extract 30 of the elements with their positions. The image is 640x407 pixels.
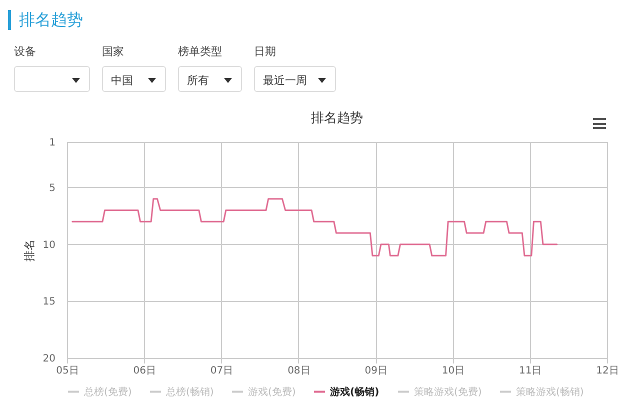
text: 榜单类型 — [178, 44, 223, 59]
y-tick-label: 5 — [49, 182, 56, 194]
text: 国家 — [102, 44, 125, 59]
dropdown-field: 最近一周 — [254, 66, 336, 92]
y-tick-label: 15 — [42, 296, 56, 308]
text: 日期 — [254, 44, 277, 59]
y-tick-label: 20 — [42, 354, 56, 364]
line-series — [72, 198, 558, 256]
x-tick-label: 07日 — [210, 366, 234, 376]
text: 排名趋势 — [8, 10, 83, 30]
y-axis-title: 排名 — [22, 240, 36, 262]
x-tick-label: 11日 — [518, 366, 542, 376]
x-tick-label: 05日 — [56, 366, 79, 376]
legend-label: 游戏(免费) — [248, 386, 296, 398]
legend-label: 游戏(畅销) — [329, 386, 380, 398]
x-tick-label: 08日 — [288, 366, 310, 376]
dropdown-field: 所有 — [178, 66, 242, 92]
y-tick-label: 10 — [42, 240, 56, 251]
text: 设备 — [14, 44, 37, 59]
legend-label: 总榜(免费) — [83, 386, 132, 398]
y-tick-label: 1 — [49, 138, 56, 148]
x-tick-label: 12日 — [596, 366, 619, 376]
dropdown-field: 中国 — [102, 66, 166, 92]
chart-title: 排名趋势 — [311, 111, 363, 126]
x-tick-label: 10日 — [442, 366, 465, 376]
x-tick-label: 09日 — [364, 366, 388, 376]
legend-label: 策略游戏(畅销) — [516, 386, 584, 398]
legend-label: 总榜(畅销) — [165, 386, 214, 398]
legend-label: 策略游戏(免费) — [414, 386, 482, 398]
x-tick-label: 06日 — [133, 366, 156, 376]
